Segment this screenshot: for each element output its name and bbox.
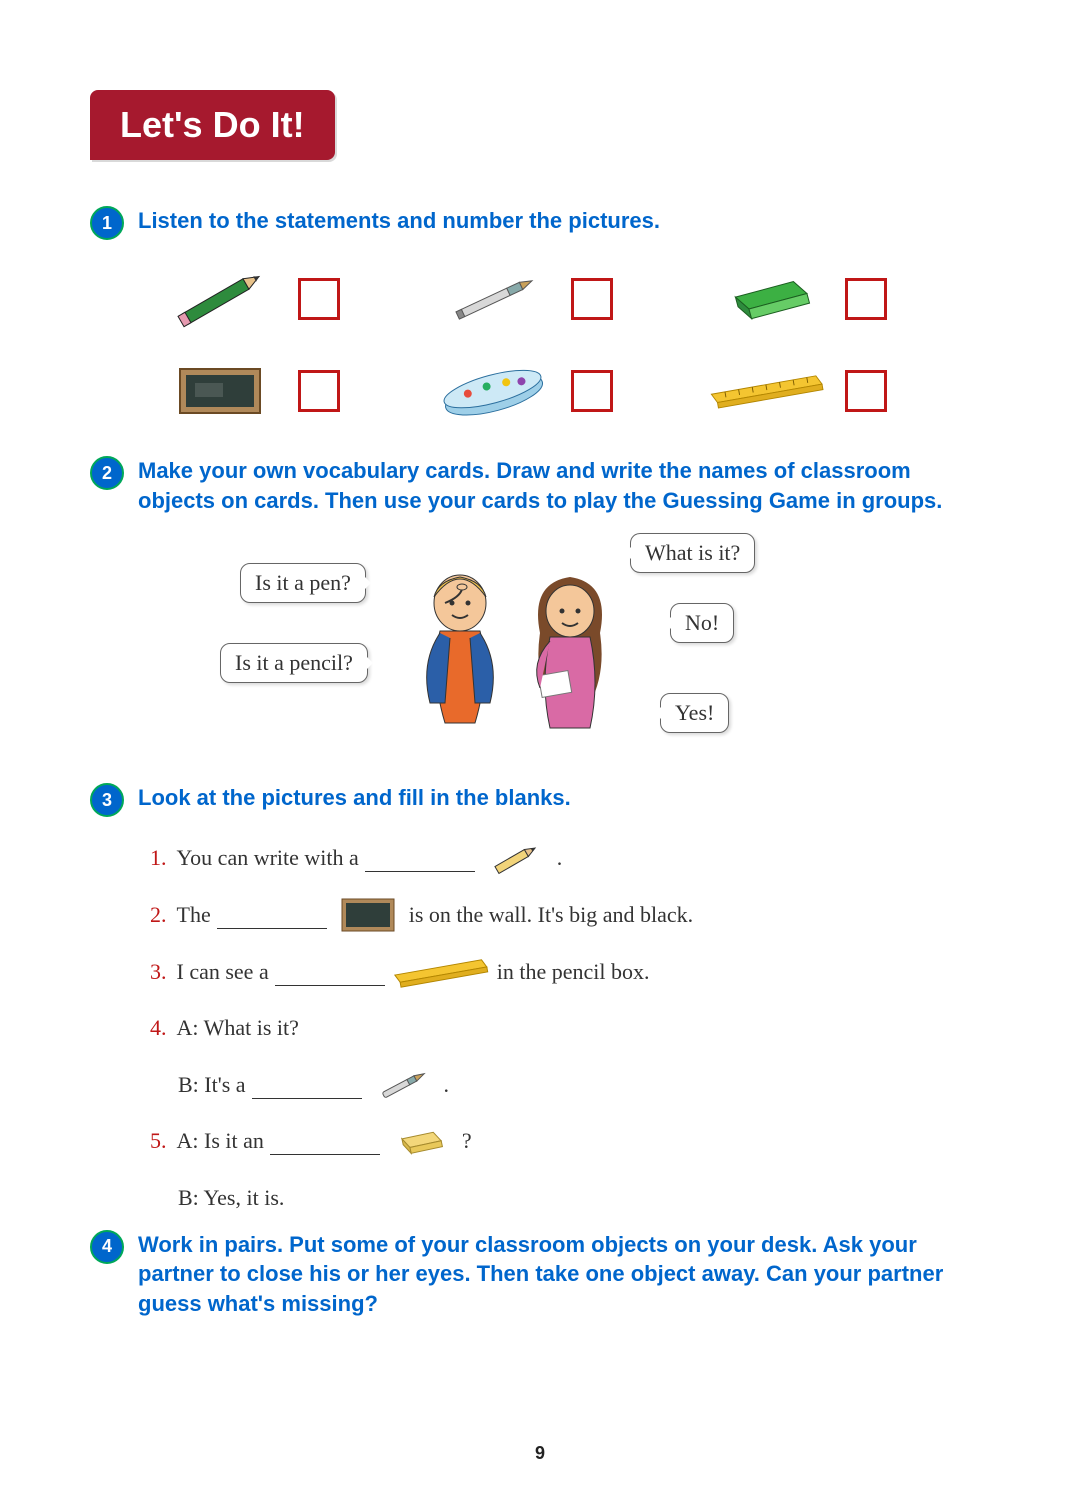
task-1-answer-box[interactable]	[571, 278, 613, 320]
speech-bubble-left-2: Is it a pencil?	[220, 643, 368, 683]
line-text: You can write with a	[177, 833, 359, 884]
fill-blank[interactable]	[217, 902, 327, 929]
line-text: A: What is it?	[177, 1003, 299, 1054]
task-3-line-2: 2. The is on the wall. It's big and blac…	[150, 890, 990, 941]
task-2: 2 Make your own vocabulary cards. Draw a…	[90, 456, 990, 773]
line-number: 3.	[150, 947, 167, 998]
task-3: 3 Look at the pictures and fill in the b…	[90, 783, 990, 1223]
fill-blank[interactable]	[365, 845, 475, 872]
line-number: 1.	[150, 833, 167, 884]
line-text: .	[557, 833, 563, 884]
line-text: ?	[462, 1116, 472, 1167]
task-4: 4 Work in pairs. Put some of your classr…	[90, 1230, 990, 1319]
line-text: is on the wall. It's big and black.	[409, 890, 693, 941]
task-4-instruction: Work in pairs. Put some of your classroo…	[138, 1230, 990, 1319]
task-3-line-4a: 4. A: What is it?	[150, 1003, 990, 1054]
task-1-item-pencil-box	[433, 356, 666, 426]
task-3-body: 1. You can write with a . 2. The is on t…	[150, 833, 990, 1223]
eraser-icon	[386, 1122, 456, 1162]
fill-blank[interactable]	[270, 1128, 380, 1155]
task-1-picture-grid	[160, 264, 940, 426]
children-illustration	[390, 553, 640, 773]
task-1-answer-box[interactable]	[845, 278, 887, 320]
line-text: The	[177, 890, 211, 941]
task-2-header: 2 Make your own vocabulary cards. Draw a…	[90, 456, 990, 515]
line-text: I can see a	[177, 947, 269, 998]
task-3-line-5a: 5. A: Is it an ?	[150, 1116, 990, 1167]
blackboard-icon	[160, 356, 280, 426]
task-1-number: 1	[90, 206, 124, 240]
blackboard-icon	[333, 895, 403, 935]
fill-blank[interactable]	[252, 1071, 362, 1098]
speech-bubble-right-1: No!	[670, 603, 734, 643]
line-text: A: Is it an	[177, 1116, 264, 1167]
task-2-illustration: Is it a pen? Is it a pencil? What is it?…	[160, 533, 990, 773]
task-3-line-4b: B: It's a .	[178, 1060, 990, 1111]
line-number: 2.	[150, 890, 167, 941]
task-2-number: 2	[90, 456, 124, 490]
fill-blank[interactable]	[275, 958, 385, 985]
speech-bubble-top-right: What is it?	[630, 533, 755, 573]
ruler-icon	[391, 952, 491, 992]
speech-bubble-left-1: Is it a pen?	[240, 563, 366, 603]
task-3-header: 3 Look at the pictures and fill in the b…	[90, 783, 990, 817]
task-4-header: 4 Work in pairs. Put some of your classr…	[90, 1230, 990, 1319]
task-3-line-1: 1. You can write with a .	[150, 833, 990, 884]
page-number: 9	[0, 1443, 1080, 1464]
task-1: 1 Listen to the statements and number th…	[90, 206, 990, 426]
task-1-answer-box[interactable]	[571, 370, 613, 412]
pencil-box-icon	[433, 356, 553, 426]
line-number: 4.	[150, 1003, 167, 1054]
line-number: 5.	[150, 1116, 167, 1167]
worksheet-page: Let's Do It! 1 Listen to the statements …	[0, 0, 1080, 1504]
line-text: B: It's a	[178, 1060, 246, 1111]
line-text: .	[444, 1060, 450, 1111]
pen-icon	[433, 264, 553, 334]
line-text: B: Yes, it is.	[178, 1173, 284, 1224]
task-1-item-pen	[433, 264, 666, 334]
pencil-icon	[481, 839, 551, 879]
task-1-answer-box[interactable]	[298, 370, 340, 412]
eraser-icon	[707, 264, 827, 334]
task-1-item-pencil	[160, 264, 393, 334]
task-3-number: 3	[90, 783, 124, 817]
task-3-instruction: Look at the pictures and fill in the bla…	[138, 783, 571, 813]
speech-bubble-right-2: Yes!	[660, 693, 729, 733]
ruler-icon	[707, 356, 827, 426]
pen-icon	[368, 1065, 438, 1105]
pencil-icon	[160, 264, 280, 334]
task-1-item-ruler	[707, 356, 940, 426]
task-2-instruction: Make your own vocabulary cards. Draw and…	[138, 456, 990, 515]
task-1-answer-box[interactable]	[298, 278, 340, 320]
task-1-header: 1 Listen to the statements and number th…	[90, 206, 990, 240]
task-1-item-blackboard	[160, 356, 393, 426]
task-4-number: 4	[90, 1230, 124, 1264]
task-1-answer-box[interactable]	[845, 370, 887, 412]
page-title: Let's Do It!	[90, 90, 335, 160]
task-1-item-eraser	[707, 264, 940, 334]
task-3-line-5b: B: Yes, it is.	[178, 1173, 990, 1224]
task-1-instruction: Listen to the statements and number the …	[138, 206, 660, 236]
task-3-line-3: 3. I can see a in the pencil box.	[150, 947, 990, 998]
line-text: in the pencil box.	[497, 947, 650, 998]
